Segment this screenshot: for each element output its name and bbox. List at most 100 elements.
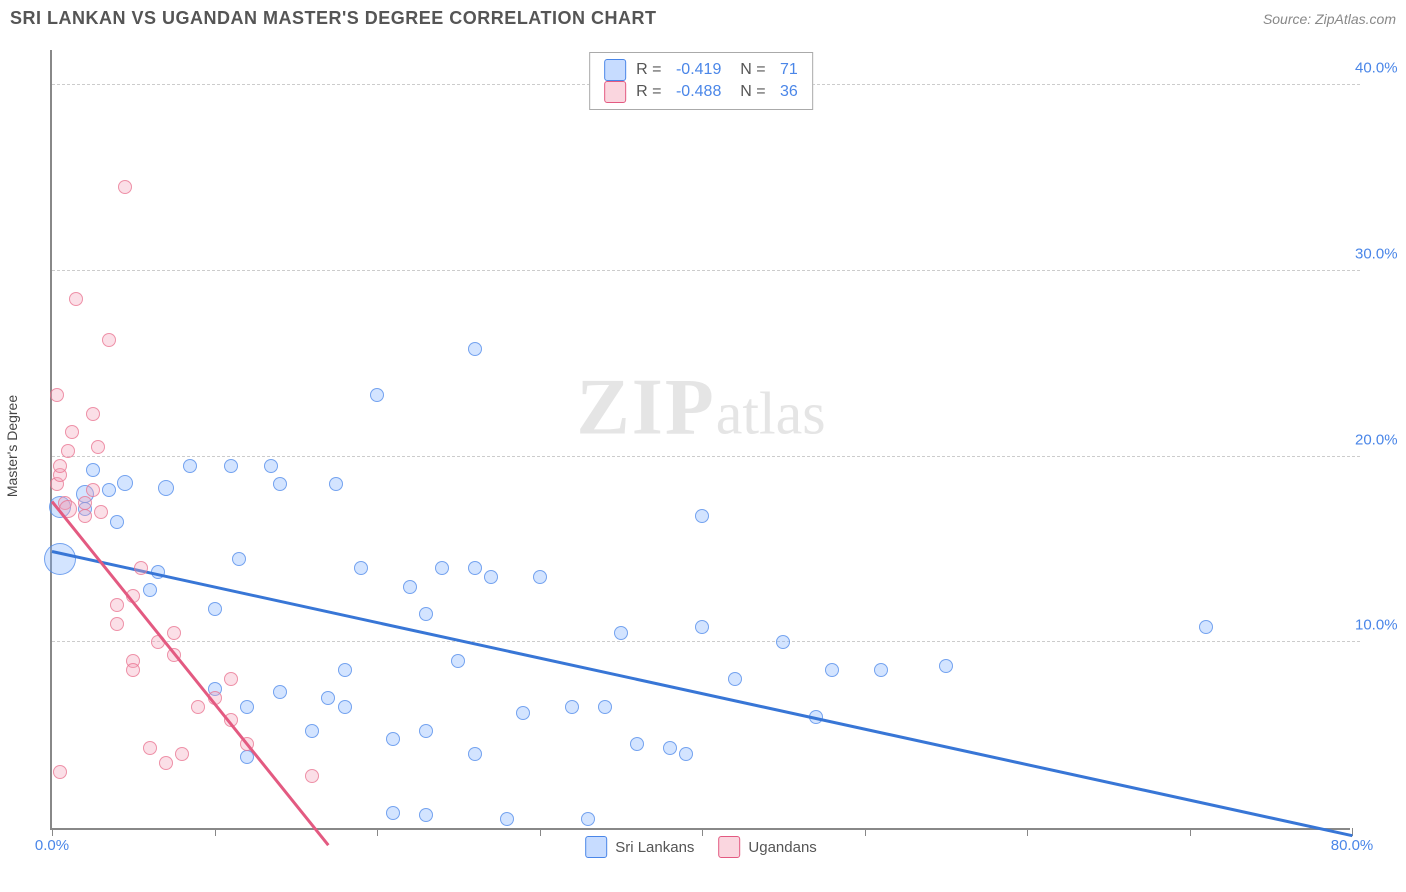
x-tick — [540, 828, 541, 836]
data-point — [338, 700, 352, 714]
data-point — [614, 626, 628, 640]
data-point — [305, 724, 319, 738]
data-point — [61, 444, 75, 458]
gridline — [52, 270, 1360, 271]
data-point — [354, 561, 368, 575]
x-tick — [377, 828, 378, 836]
data-point — [158, 480, 174, 496]
data-point — [143, 583, 157, 597]
data-point — [110, 515, 124, 529]
data-point — [224, 459, 238, 473]
data-point — [874, 663, 888, 677]
data-point — [208, 602, 222, 616]
data-point — [134, 561, 148, 575]
y-axis-label: Master's Degree — [4, 395, 20, 497]
x-tick-label: 0.0% — [35, 837, 69, 854]
data-point — [143, 741, 157, 755]
data-point — [386, 806, 400, 820]
data-point — [581, 812, 595, 826]
data-point — [102, 483, 116, 497]
legend-item-ugandans: Ugandans — [718, 836, 816, 858]
data-point — [102, 333, 116, 347]
data-point — [240, 700, 254, 714]
data-point — [825, 663, 839, 677]
data-point — [403, 580, 417, 594]
x-tick-label: 80.0% — [1331, 837, 1374, 854]
data-point — [86, 463, 100, 477]
data-point — [728, 672, 742, 686]
data-point — [451, 654, 465, 668]
trend-line — [51, 501, 330, 846]
data-point — [419, 724, 433, 738]
data-point — [86, 407, 100, 421]
data-point — [435, 561, 449, 575]
series-legend: Sri Lankans Ugandans — [585, 836, 817, 858]
data-point — [44, 543, 76, 575]
y-tick-label: 20.0% — [1355, 431, 1406, 448]
data-point — [533, 570, 547, 584]
swatch-blue — [585, 836, 607, 858]
data-point — [419, 607, 433, 621]
data-point — [565, 700, 579, 714]
data-point — [329, 477, 343, 491]
x-tick — [52, 828, 53, 836]
watermark-logo: ZIPatlas — [576, 362, 825, 453]
data-point — [468, 747, 482, 761]
data-point — [78, 496, 92, 510]
data-point — [118, 180, 132, 194]
data-point — [939, 659, 953, 673]
x-tick — [215, 828, 216, 836]
data-point — [419, 808, 433, 822]
data-point — [126, 663, 140, 677]
x-tick — [1027, 828, 1028, 836]
swatch-blue — [604, 59, 626, 81]
chart-title: SRI LANKAN VS UGANDAN MASTER'S DEGREE CO… — [10, 8, 656, 29]
data-point — [273, 685, 287, 699]
data-point — [516, 706, 530, 720]
data-point — [53, 765, 67, 779]
data-point — [175, 747, 189, 761]
data-point — [264, 459, 278, 473]
data-point — [232, 552, 246, 566]
data-point — [183, 459, 197, 473]
data-point — [484, 570, 498, 584]
swatch-pink — [604, 81, 626, 103]
data-point — [53, 459, 67, 473]
data-point — [305, 769, 319, 783]
data-point — [91, 440, 105, 454]
data-point — [65, 425, 79, 439]
data-point — [69, 292, 83, 306]
swatch-pink — [718, 836, 740, 858]
gridline — [52, 641, 1360, 642]
legend-row-srilankans: R = -0.419 N = 71 — [604, 59, 798, 81]
data-point — [191, 700, 205, 714]
data-point — [78, 509, 92, 523]
trend-line — [52, 550, 1353, 837]
data-point — [468, 561, 482, 575]
data-point — [159, 756, 173, 770]
source-attribution: Source: ZipAtlas.com — [1263, 11, 1396, 27]
data-point — [117, 475, 133, 491]
correlation-legend: R = -0.419 N = 71 R = -0.488 N = 36 — [589, 52, 813, 110]
data-point — [94, 505, 108, 519]
data-point — [663, 741, 677, 755]
data-point — [86, 483, 100, 497]
data-point — [224, 672, 238, 686]
y-tick-label: 40.0% — [1355, 60, 1406, 77]
data-point — [321, 691, 335, 705]
data-point — [50, 388, 64, 402]
data-point — [598, 700, 612, 714]
y-tick-label: 30.0% — [1355, 245, 1406, 262]
x-tick — [702, 828, 703, 836]
data-point — [1199, 620, 1213, 634]
data-point — [679, 747, 693, 761]
data-point — [468, 342, 482, 356]
data-point — [500, 812, 514, 826]
data-point — [695, 620, 709, 634]
data-point — [370, 388, 384, 402]
data-point — [110, 598, 124, 612]
data-point — [630, 737, 644, 751]
legend-item-srilankans: Sri Lankans — [585, 836, 694, 858]
data-point — [110, 617, 124, 631]
data-point — [338, 663, 352, 677]
